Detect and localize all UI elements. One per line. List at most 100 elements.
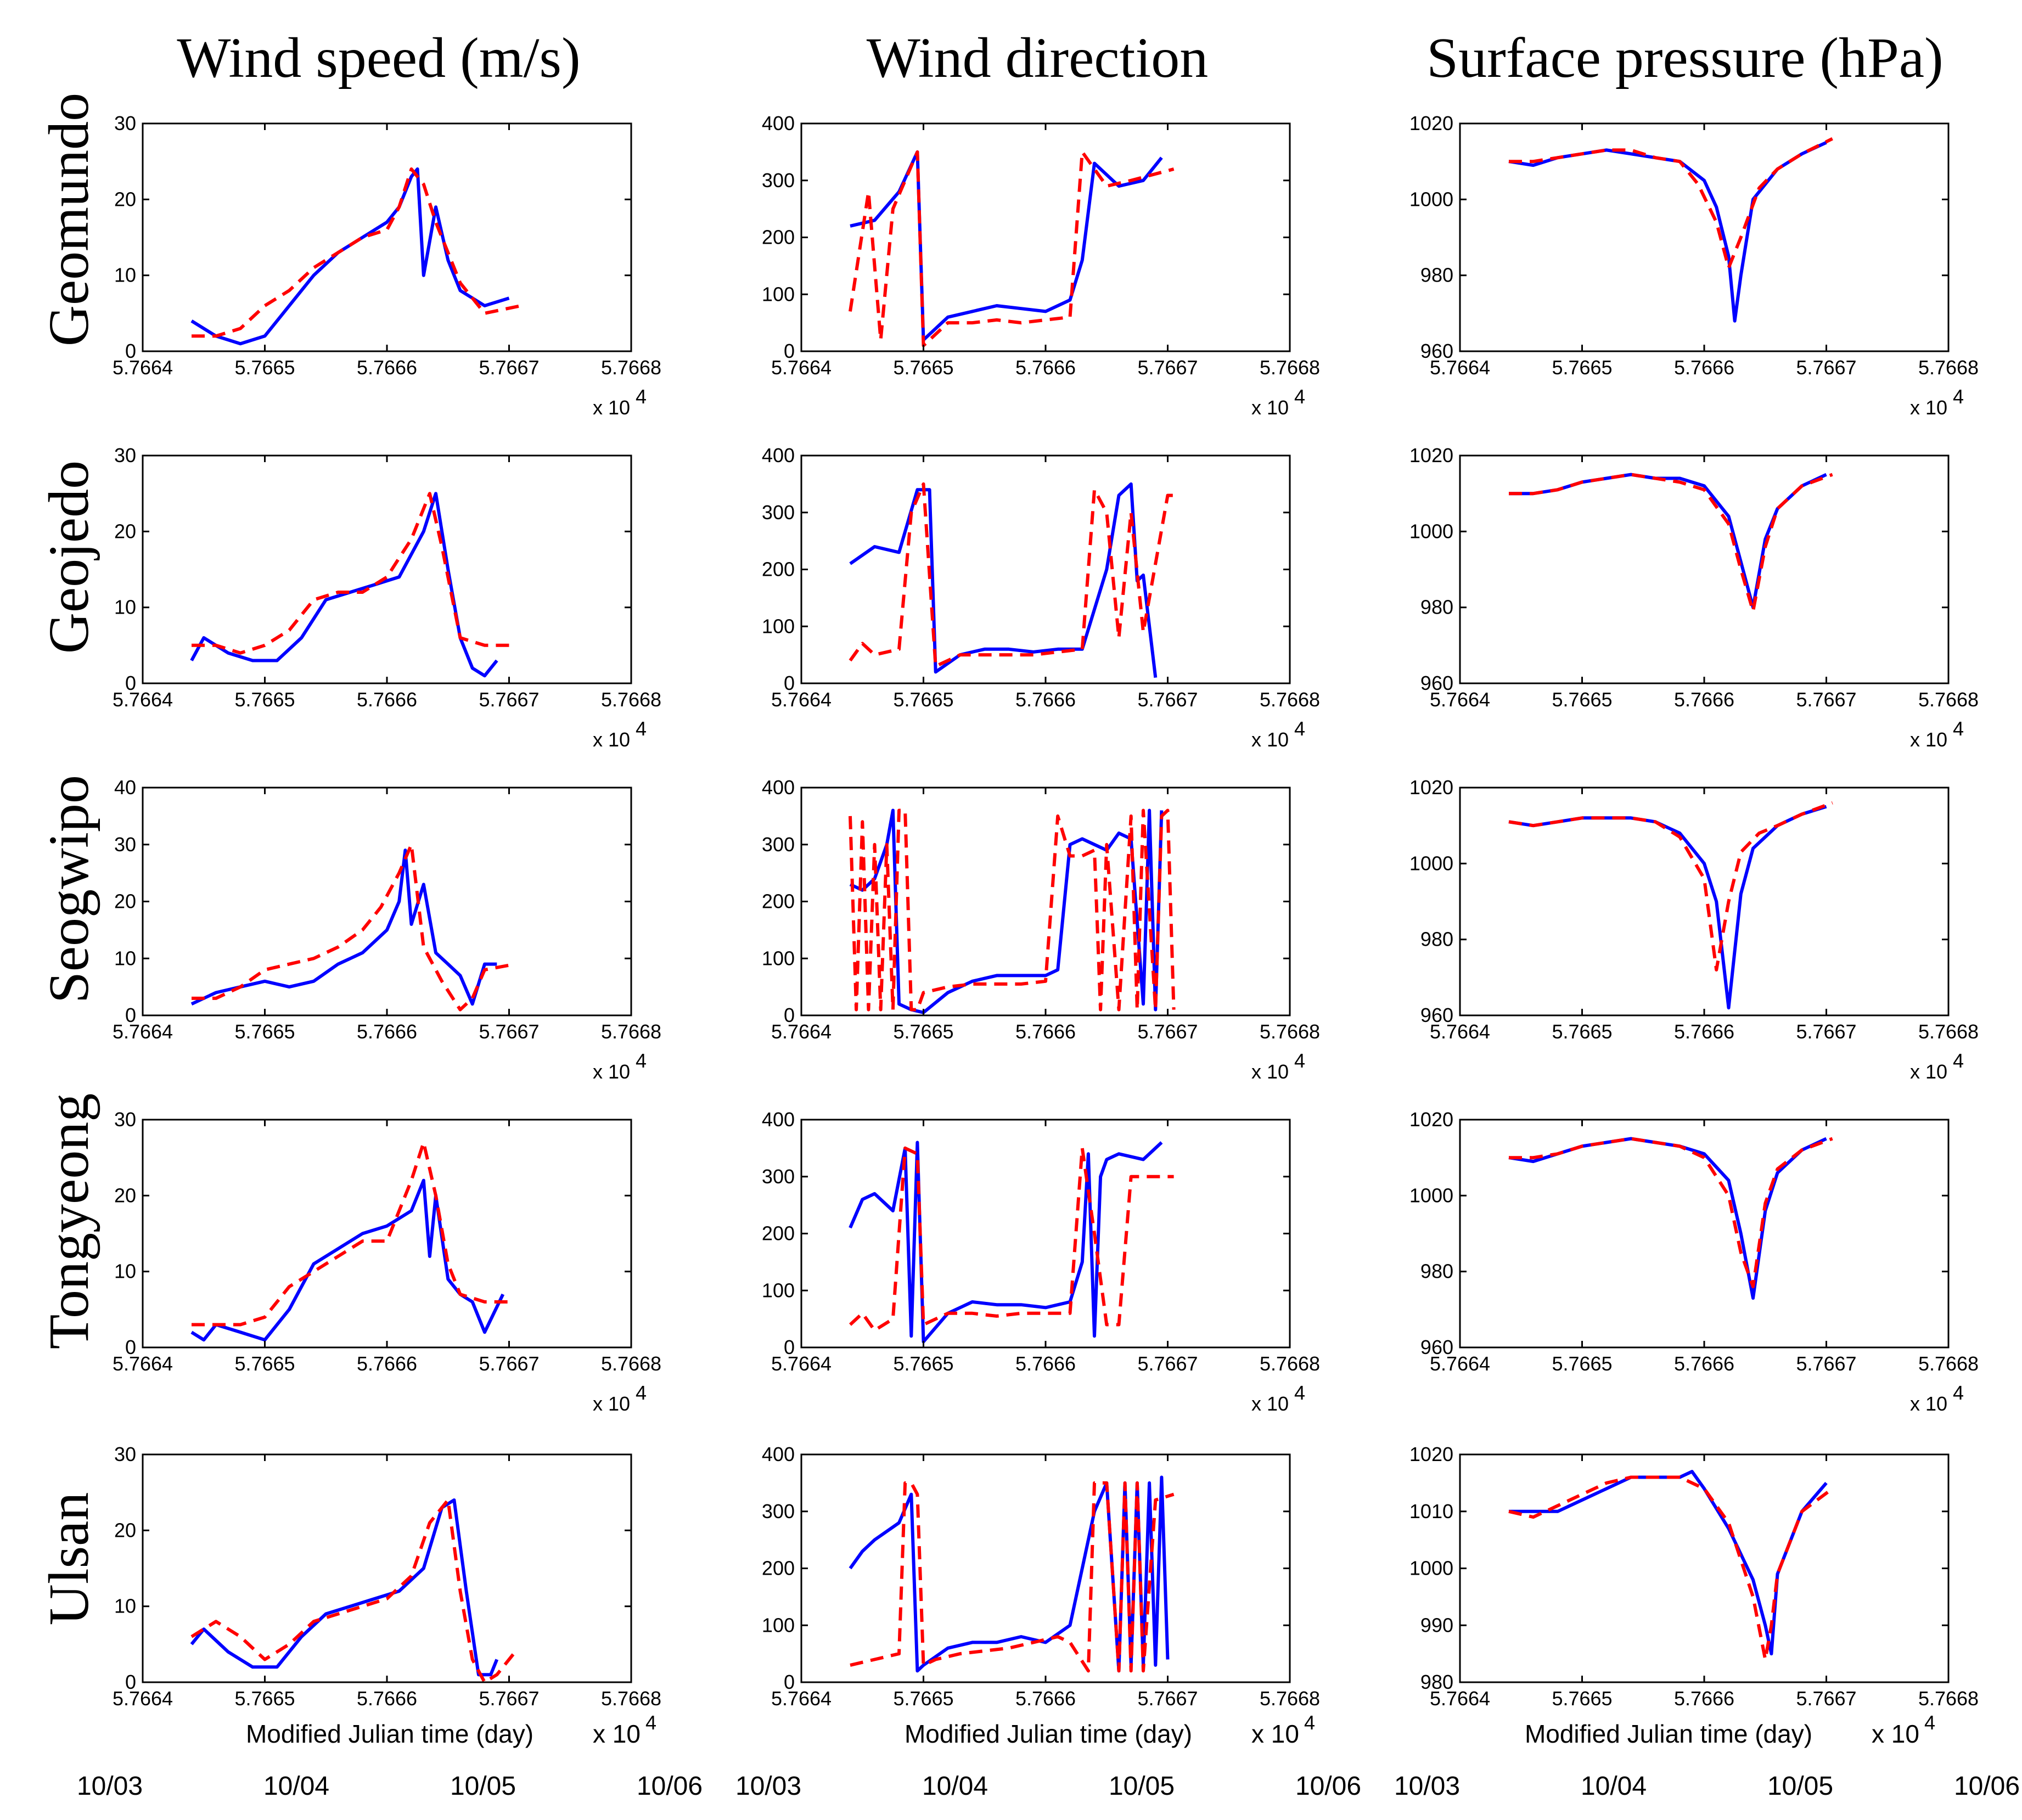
x-tick-label: 5.7666: [1674, 1020, 1734, 1043]
model-series-line: [1509, 1137, 1833, 1289]
x-multiplier: x 10: [1910, 1060, 1947, 1083]
observed-series-line: [849, 1141, 1163, 1344]
y-tick-label: 100: [762, 1279, 795, 1301]
y-tick-label: 200: [762, 1222, 795, 1245]
x-axis-label: Modified Julian time (day): [246, 1720, 533, 1748]
x-tick-label: 5.7665: [234, 356, 295, 379]
x-tick-label: 5.7666: [357, 1352, 417, 1375]
y-tick-label: 30: [114, 833, 136, 856]
x-multiplier-exponent: 4: [636, 385, 647, 408]
y-tick-label: 1010: [1409, 1500, 1453, 1523]
y-tick-label: 400: [762, 776, 795, 799]
y-tick-label: 1000: [1409, 1557, 1453, 1580]
x-tick-label: 5.7664: [771, 356, 832, 379]
row-title-seogwipo: Seogwipo: [37, 775, 100, 1003]
x-tick-label: 5.7665: [234, 1352, 295, 1375]
y-tick-label: 0: [125, 1671, 136, 1693]
observed-series-line: [1508, 1137, 1827, 1300]
x-multiplier-exponent: 4: [1304, 1711, 1315, 1734]
x-tick-label: 5.7664: [771, 1687, 832, 1710]
x-multiplier-exponent: 4: [1924, 1711, 1935, 1734]
x-multiplier-exponent: 4: [1294, 1381, 1305, 1404]
column-titles: Wind speed (m/s) Wind direction Surface …: [177, 26, 1943, 89]
series-group: [190, 842, 516, 1012]
x-tick-label: 5.7668: [601, 688, 661, 711]
x-tick-label: 5.7668: [1260, 1352, 1320, 1375]
row-title-ulsan: Ulsan: [37, 1492, 100, 1626]
x-tick-label: 5.7668: [1918, 688, 1979, 711]
model-series-line: [1508, 801, 1833, 971]
date-label: 10/05: [1767, 1772, 1833, 1801]
x-tick-label: 5.7668: [601, 356, 661, 379]
date-label: 10/03: [77, 1772, 143, 1801]
x-tick-label: 5.7668: [1260, 1020, 1320, 1043]
x-tick-label: 5.7665: [1552, 1687, 1612, 1710]
series-group: [849, 1141, 1174, 1344]
x-axis-label: Modified Julian time (day): [1525, 1720, 1812, 1748]
observed-series-line: [190, 849, 497, 1006]
x-tick-label: 5.7665: [234, 688, 295, 711]
y-tick-label: 1020: [1409, 776, 1453, 799]
y-tick-label: 960: [1420, 340, 1453, 362]
axes-frame: [800, 122, 1291, 352]
x-tick-label: 5.7664: [771, 688, 832, 711]
axes-frame: [800, 1119, 1291, 1349]
panel-ulsan-wind-speed-m-s: 5.7664 5.7665 5.7666 5.7667 5.7668 0 10 20 30: [113, 1443, 661, 1710]
col-title-wind-direction: Wind direction: [867, 26, 1209, 89]
y-tick-label: 990: [1420, 1614, 1453, 1636]
date-label: 10/03: [735, 1772, 801, 1801]
y-tick-label: 300: [762, 169, 795, 192]
date-label: 10/03: [1394, 1772, 1460, 1801]
x-multiplier: x 10: [1872, 1720, 1919, 1748]
x-multiplier-exponent: 4: [636, 1381, 647, 1404]
observed-series-line: [190, 1178, 505, 1342]
y-tick-label: 300: [762, 833, 795, 856]
y-tick-label: 200: [762, 226, 795, 249]
y-tick-label: 10: [114, 264, 136, 287]
y-tick-label: 300: [762, 501, 795, 524]
x-tick-label: 5.7668: [1918, 1352, 1979, 1375]
x-tick-label: 5.7664: [771, 1020, 832, 1043]
x-multiplier: x 10: [593, 1392, 630, 1415]
model-series-line: [849, 150, 1175, 347]
y-tick-label: 1020: [1409, 112, 1453, 134]
y-tick-label: 980: [1420, 596, 1453, 619]
x-tick-label: 5.7667: [1796, 1352, 1856, 1375]
x-tick-label: 5.7666: [1674, 1687, 1734, 1710]
axes-frame: [142, 787, 632, 1016]
bottom-labels: Modified Julian time (day) x 10 410/03 10/0…: [77, 1711, 2020, 1801]
y-tick-label: 20: [114, 520, 136, 542]
y-tick-label: 20: [114, 1519, 136, 1541]
series-group: [1508, 1470, 1834, 1661]
x-tick-label: 5.7665: [1552, 688, 1612, 711]
panel-ulsan-wind-direction: 5.7664 5.7665 5.7666 5.7667 5.7668 0 100 200 300…: [762, 1443, 1320, 1710]
observed-series-line: [190, 492, 498, 678]
model-series-line: [192, 842, 516, 1012]
y-tick-label: 20: [114, 1184, 136, 1206]
panel-tongyeong-wind-direction: 5.7664 5.7665 5.7666 5.7667 5.7668 0 100 200 300…: [762, 1108, 1320, 1415]
axes-frame: [800, 1453, 1291, 1683]
x-tick-label: 5.7664: [113, 1352, 173, 1375]
y-tick-label: 0: [125, 1336, 136, 1358]
x-tick-label: 5.7668: [601, 1020, 661, 1043]
axes-frame: [142, 454, 632, 684]
x-tick-label: 5.7666: [357, 1687, 417, 1710]
date-label: 10/05: [1109, 1772, 1175, 1801]
model-series-line: [1509, 473, 1833, 613]
col-title-surface-pressure: Surface pressure (hPa): [1426, 26, 1943, 89]
panel-geojedo-wind-direction: 5.7664 5.7665 5.7666 5.7667 5.7668 0 100 200 300…: [762, 444, 1320, 751]
x-tick-label: 5.7668: [1918, 356, 1979, 379]
x-tick-label: 5.7668: [1918, 1020, 1979, 1043]
series-group: [849, 150, 1175, 347]
x-tick-label: 5.7668: [1918, 1687, 1979, 1710]
x-tick-label: 5.7667: [1796, 356, 1856, 379]
y-tick-label: 0: [784, 1671, 795, 1693]
axes-frame: [1459, 122, 1950, 352]
x-tick-label: 5.7666: [357, 688, 417, 711]
y-tick-label: 30: [114, 112, 136, 134]
row-title-geomundo: Geomundo: [37, 93, 100, 346]
y-tick-label: 960: [1420, 1336, 1453, 1358]
x-tick-label: 5.7665: [234, 1687, 295, 1710]
date-label: 10/06: [637, 1772, 703, 1801]
